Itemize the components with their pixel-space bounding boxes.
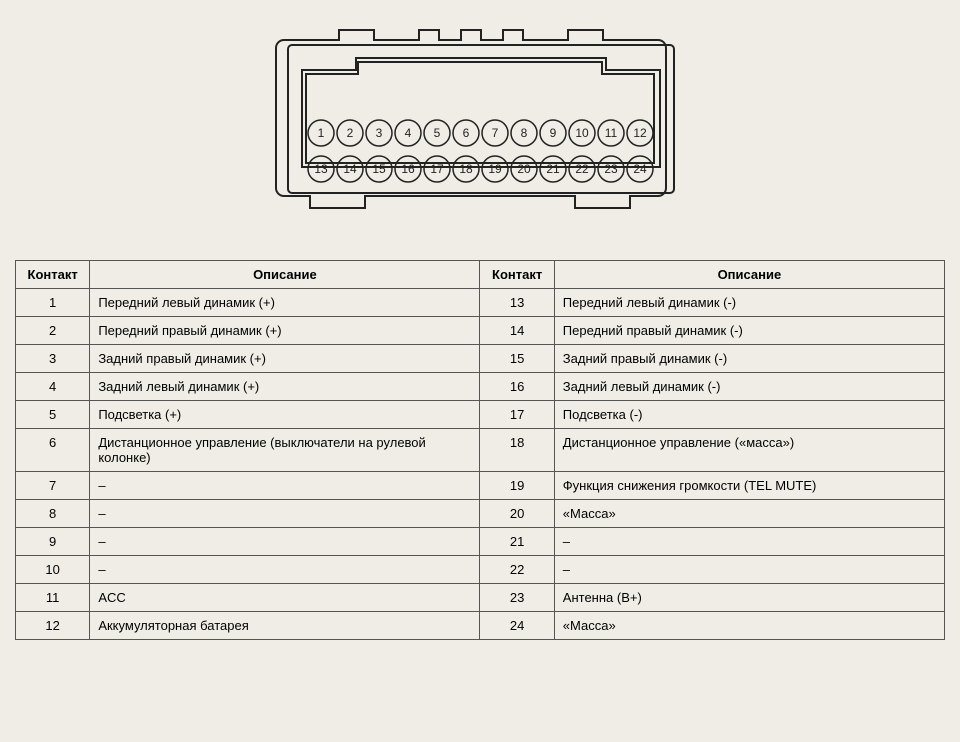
cell-description: ACC xyxy=(90,584,480,612)
cell-description: – xyxy=(554,556,944,584)
cell-description: – xyxy=(554,528,944,556)
connector-diagram-container: 123456789101112131415161718192021222324 xyxy=(15,15,945,230)
cell-contact: 14 xyxy=(480,317,554,345)
cell-contact: 12 xyxy=(16,612,90,640)
cell-contact: 4 xyxy=(16,373,90,401)
pin-number: 18 xyxy=(459,162,473,176)
pin-number: 13 xyxy=(314,162,328,176)
cell-description: – xyxy=(90,556,480,584)
table-row: 2Передний правый динамик (+)14Передний п… xyxy=(16,317,945,345)
cell-description: Подсветка (-) xyxy=(554,401,944,429)
pin-number: 17 xyxy=(430,162,444,176)
pin-number: 10 xyxy=(575,126,589,140)
pin-number: 11 xyxy=(605,126,618,140)
cell-description: Дистанционное управление («масса») xyxy=(554,429,944,472)
cell-contact: 21 xyxy=(480,528,554,556)
connector-diagram: 123456789101112131415161718192021222324 xyxy=(254,15,706,230)
pin-number: 19 xyxy=(488,162,502,176)
pin-number: 16 xyxy=(401,162,415,176)
pin-number: 9 xyxy=(550,126,557,140)
table-row: 9–21– xyxy=(16,528,945,556)
cell-contact: 3 xyxy=(16,345,90,373)
table-row: 1Передний левый динамик (+)13Передний ле… xyxy=(16,289,945,317)
cell-contact: 10 xyxy=(16,556,90,584)
col-contact-2: Контакт xyxy=(480,261,554,289)
cell-description: Подсветка (+) xyxy=(90,401,480,429)
cell-contact: 6 xyxy=(16,429,90,472)
cell-description: «Масса» xyxy=(554,500,944,528)
pin-number: 4 xyxy=(405,126,412,140)
cell-description: Аккумуляторная батарея xyxy=(90,612,480,640)
cell-contact: 15 xyxy=(480,345,554,373)
cell-description: «Масса» xyxy=(554,612,944,640)
cell-description: – xyxy=(90,472,480,500)
cell-contact: 1 xyxy=(16,289,90,317)
cell-contact: 2 xyxy=(16,317,90,345)
table-row: 11ACC23Антенна (B+) xyxy=(16,584,945,612)
pin-number: 1 xyxy=(318,126,325,140)
cell-description: Дистанционное управление (выключатели на… xyxy=(90,429,480,472)
cell-description: – xyxy=(90,500,480,528)
col-desc-2: Описание xyxy=(554,261,944,289)
cell-description: Передний правый динамик (+) xyxy=(90,317,480,345)
cell-contact: 23 xyxy=(480,584,554,612)
cell-contact: 20 xyxy=(480,500,554,528)
pin-number: 15 xyxy=(372,162,386,176)
cell-description: Передний левый динамик (+) xyxy=(90,289,480,317)
cell-description: Задний правый динамик (+) xyxy=(90,345,480,373)
pin-number: 12 xyxy=(633,126,647,140)
pin-number: 22 xyxy=(575,162,589,176)
table-row: 7–19Функция снижения громкости (TEL MUTE… xyxy=(16,472,945,500)
cell-description: Задний правый динамик (-) xyxy=(554,345,944,373)
col-desc-1: Описание xyxy=(90,261,480,289)
cell-contact: 24 xyxy=(480,612,554,640)
table-row: 4Задний левый динамик (+)16Задний левый … xyxy=(16,373,945,401)
table-row: 10–22– xyxy=(16,556,945,584)
cell-description: Передний правый динамик (-) xyxy=(554,317,944,345)
cell-contact: 7 xyxy=(16,472,90,500)
pin-number: 24 xyxy=(633,162,647,176)
cell-description: – xyxy=(90,528,480,556)
table-row: 5Подсветка (+)17Подсветка (-) xyxy=(16,401,945,429)
table-header-row: Контакт Описание Контакт Описание xyxy=(16,261,945,289)
table-row: 6Дистанционное управление (выключатели н… xyxy=(16,429,945,472)
pin-number: 5 xyxy=(434,126,441,140)
cell-contact: 22 xyxy=(480,556,554,584)
pin-number: 7 xyxy=(492,126,499,140)
cell-contact: 19 xyxy=(480,472,554,500)
pin-number: 20 xyxy=(517,162,531,176)
cell-contact: 8 xyxy=(16,500,90,528)
cell-contact: 18 xyxy=(480,429,554,472)
pin-number: 6 xyxy=(463,126,470,140)
cell-description: Передний левый динамик (-) xyxy=(554,289,944,317)
col-contact-1: Контакт xyxy=(16,261,90,289)
table-row: 3Задний правый динамик (+)15Задний правы… xyxy=(16,345,945,373)
pin-number: 14 xyxy=(343,162,357,176)
cell-contact: 9 xyxy=(16,528,90,556)
cell-contact: 13 xyxy=(480,289,554,317)
table-row: 12Аккумуляторная батарея24«Масса» xyxy=(16,612,945,640)
cell-contact: 11 xyxy=(16,584,90,612)
cell-description: Антенна (B+) xyxy=(554,584,944,612)
pin-number: 21 xyxy=(546,162,560,176)
cell-contact: 16 xyxy=(480,373,554,401)
pin-number: 8 xyxy=(521,126,528,140)
cell-contact: 17 xyxy=(480,401,554,429)
cell-description: Функция снижения громкости (TEL MUTE) xyxy=(554,472,944,500)
pin-number: 23 xyxy=(604,162,618,176)
table-row: 8–20«Масса» xyxy=(16,500,945,528)
pin-number: 2 xyxy=(347,126,354,140)
cell-description: Задний левый динамик (-) xyxy=(554,373,944,401)
cell-contact: 5 xyxy=(16,401,90,429)
pin-number: 3 xyxy=(376,126,383,140)
pinout-table: Контакт Описание Контакт Описание 1Перед… xyxy=(15,260,945,640)
cell-description: Задний левый динамик (+) xyxy=(90,373,480,401)
table-body: 1Передний левый динамик (+)13Передний ле… xyxy=(16,289,945,640)
